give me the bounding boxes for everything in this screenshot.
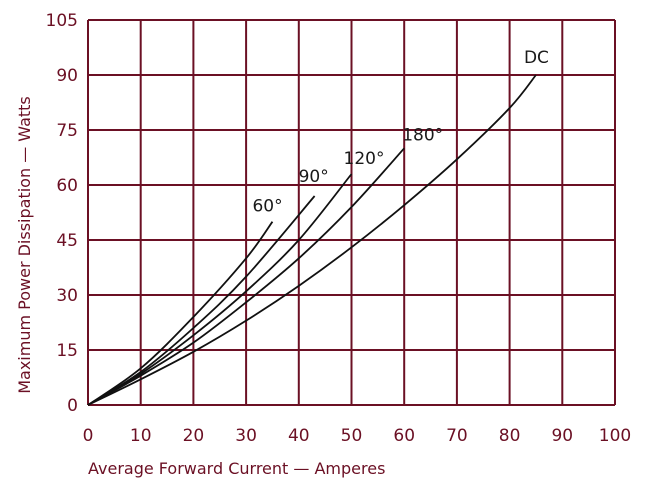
x-tick-label: 20 bbox=[183, 426, 205, 446]
series-line bbox=[87, 221, 274, 406]
series-label: 90° bbox=[299, 167, 329, 187]
x-tick-label: 80 bbox=[499, 426, 521, 446]
y-axis-title: Maximum Power Dissipation — Watts bbox=[15, 96, 34, 394]
x-tick-label: 30 bbox=[235, 426, 257, 446]
y-tick-label: 0 bbox=[67, 396, 78, 416]
curves bbox=[87, 74, 537, 406]
series-label: 60° bbox=[252, 197, 282, 217]
series-line bbox=[87, 195, 316, 406]
x-tick-label: 40 bbox=[288, 426, 310, 446]
grid bbox=[87, 19, 616, 406]
x-tick-label: 70 bbox=[446, 426, 468, 446]
y-tick-label: 45 bbox=[56, 231, 78, 251]
series-label: 180° bbox=[402, 125, 443, 145]
x-tick-label: 10 bbox=[130, 426, 152, 446]
series-label: DC bbox=[524, 48, 549, 68]
y-tick-label: 60 bbox=[56, 176, 78, 196]
x-tick-labels: 0 10 20 30 40 50 60 70 80 90 100 bbox=[83, 426, 632, 446]
x-tick-label: 50 bbox=[341, 426, 363, 446]
y-tick-label: 30 bbox=[56, 286, 78, 306]
x-tick-label: 100 bbox=[599, 426, 631, 446]
y-tick-label: 75 bbox=[56, 121, 78, 141]
x-tick-label: 60 bbox=[393, 426, 415, 446]
y-tick-label: 90 bbox=[56, 66, 78, 86]
y-tick-labels: 0 15 30 45 60 75 90 105 bbox=[46, 11, 78, 416]
x-axis-title: Average Forward Current — Amperes bbox=[88, 459, 385, 478]
y-tick-label: 105 bbox=[46, 11, 78, 31]
y-tick-label: 15 bbox=[56, 341, 78, 361]
curve-labels: 60° 90° 120° 180° DC bbox=[252, 48, 548, 217]
series-line bbox=[87, 74, 537, 406]
x-tick-label: 0 bbox=[83, 426, 94, 446]
series-line bbox=[87, 147, 405, 406]
series-label: 120° bbox=[344, 149, 385, 169]
x-tick-label: 90 bbox=[551, 426, 573, 446]
series-line bbox=[87, 173, 353, 406]
